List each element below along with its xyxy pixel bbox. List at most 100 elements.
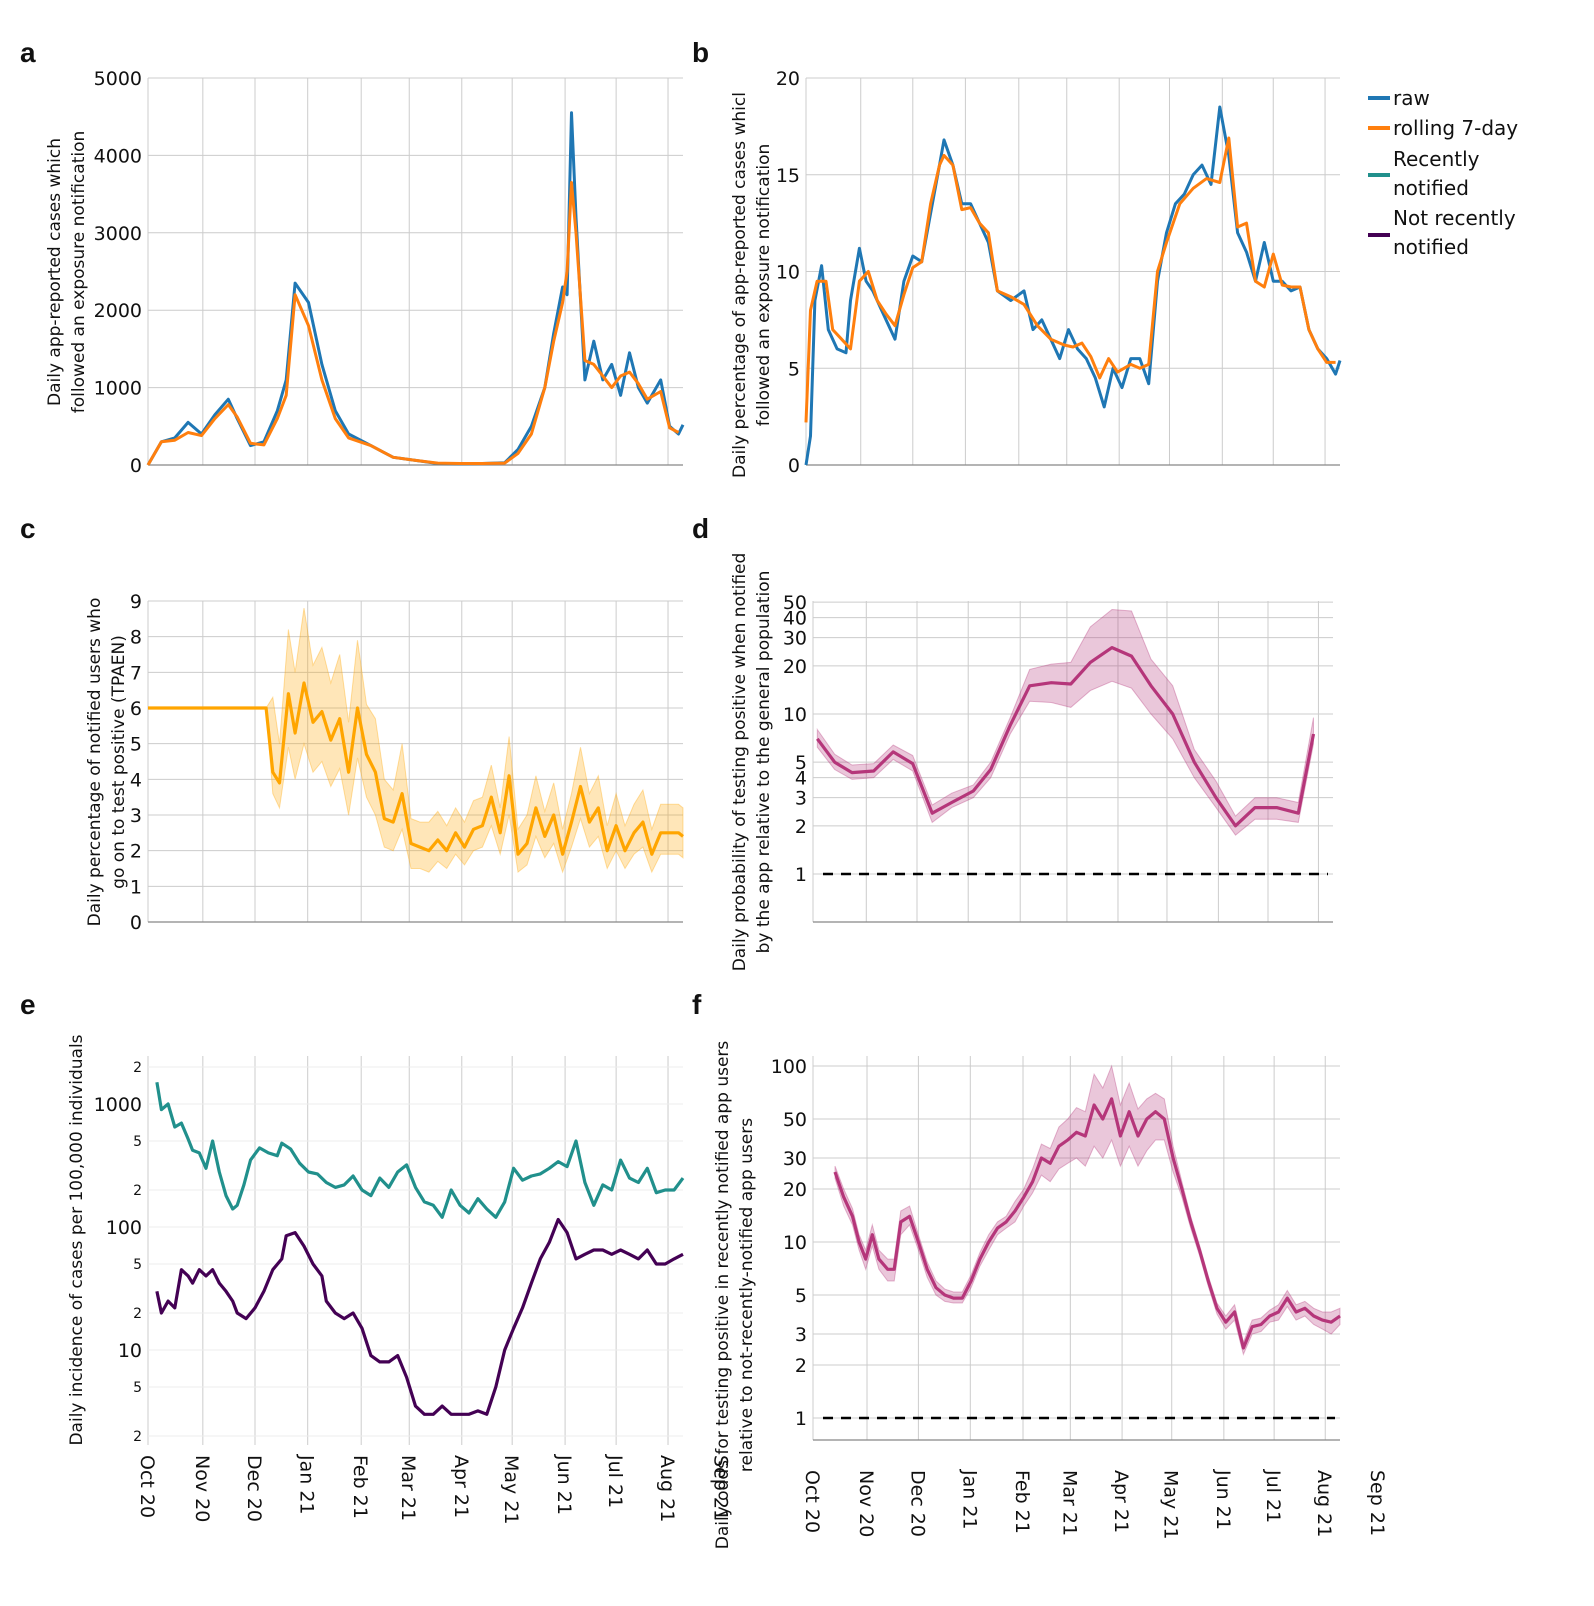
y-tick-label-c: 5	[130, 734, 142, 756]
x-tick-label-f: Jan 21	[958, 1469, 980, 1530]
y-tick-label-d: 40	[783, 608, 807, 630]
y-axis-label-d: Daily probability of testing positive wh…	[730, 553, 750, 972]
y-tick-label-d: 10	[783, 704, 807, 726]
y-tick-label-e: 5	[133, 1257, 142, 1273]
y-tick-label-e: 2	[133, 1183, 142, 1199]
x-tick-label-e: Dec 20	[243, 1455, 265, 1522]
x-tick-label-e: Apr 21	[450, 1455, 472, 1518]
legend-label-not-recently-line2: notified	[1393, 235, 1469, 259]
panel-letter-b: b	[692, 37, 709, 68]
y-tick-label-c: 3	[130, 805, 142, 827]
y-axis-label-e: Daily incidence of cases per 100,000 ind…	[67, 1034, 87, 1445]
x-tick-label-f: Mar 21	[1058, 1470, 1080, 1536]
y-tick-label-d: 50	[783, 592, 807, 614]
panel-letter-c: c	[20, 513, 36, 544]
y-tick-label-d: 2	[795, 816, 807, 838]
y-axis-label-a: followed an exposure notification	[69, 131, 89, 414]
y-tick-label-e: 5	[133, 1134, 142, 1150]
y-tick-label-d: 20	[783, 656, 807, 678]
y-tick-label-c: 4	[130, 769, 142, 791]
y-tick-label-c: 0	[130, 912, 142, 934]
series-line-d-relative-probability	[816, 646, 1316, 828]
y-tick-label-c: 9	[130, 591, 142, 613]
y-axis-label-d: by the app relative to the general popul…	[754, 571, 774, 954]
y-tick-label-e: 1000	[94, 1094, 142, 1116]
y-tick-label-a: 0	[130, 455, 142, 477]
y-tick-label-b: 20	[776, 68, 800, 90]
x-tick-label-f: Sep 21	[1366, 1470, 1388, 1536]
y-tick-label-a: 1000	[94, 378, 142, 400]
legend-label-not-recently-line1: Not recently	[1393, 206, 1516, 230]
x-tick-label-e: Aug 21	[656, 1455, 678, 1522]
x-tick-label-e: Jan 21	[296, 1454, 318, 1515]
x-tick-label-e: Oct 20	[136, 1455, 158, 1518]
x-tick-label-f: Aug 21	[1313, 1470, 1335, 1537]
ci-band-f	[834, 1064, 1341, 1356]
panel-letter-e: e	[20, 989, 36, 1020]
y-tick-label-d: 4	[795, 768, 807, 790]
x-tick-label-f: Jul 21	[1262, 1469, 1284, 1523]
y-axis-label-b: followed an exposure notification	[754, 144, 774, 427]
series-line-a-raw	[146, 111, 685, 466]
y-tick-label-d: 30	[783, 628, 807, 650]
y-tick-label-d: 1	[795, 864, 807, 886]
series-line-b-raw	[804, 105, 1342, 466]
y-tick-label-f: 20	[783, 1179, 807, 1201]
y-tick-label-f: 100	[771, 1056, 807, 1078]
x-tick-label-f: May 21	[1160, 1470, 1182, 1540]
y-tick-label-f: 1	[795, 1408, 807, 1430]
y-tick-label-f: 5	[795, 1285, 807, 1307]
y-tick-label-a: 3000	[94, 223, 142, 245]
x-tick-label-e: Jul 21	[604, 1454, 626, 1508]
y-tick-label-f: 50	[783, 1109, 807, 1131]
y-tick-label-a: 2000	[94, 300, 142, 322]
panel-b-chart: 0 5 10 15 20 Daily percentage of app-reported…	[730, 68, 1342, 478]
legend-label-recently-line1: Recently	[1393, 147, 1480, 171]
legend-label-raw: raw	[1393, 86, 1430, 110]
legend-label-recently-line2: notified	[1393, 176, 1469, 200]
panel-f-chart: 1 2 3 5 10 20 30 50 100 Daily odds for testing po…	[713, 1041, 1388, 1550]
y-tick-label-c: 7	[130, 662, 142, 684]
y-tick-label-f: 30	[783, 1148, 807, 1170]
y-tick-label-c: 8	[130, 627, 142, 649]
ci-band-d	[816, 608, 1314, 836]
x-tick-label-e: May 21	[500, 1455, 522, 1525]
y-tick-label-d: 5	[795, 752, 807, 774]
y-tick-label-e: 2	[133, 1060, 142, 1076]
y-axis-label-a: Daily app-reported cases which	[45, 138, 65, 406]
legend: raw rolling 7-day Recently notified Not …	[1368, 86, 1518, 259]
x-tick-label-f: Nov 20	[855, 1470, 877, 1537]
y-tick-label-a: 4000	[94, 145, 142, 167]
y-tick-label-b: 5	[788, 358, 800, 380]
panel-e-chart: 2 5 10 2 5 100 2 5 1000 2 Daily incidence of cases…	[67, 1034, 732, 1524]
panel-letter-a: a	[20, 37, 36, 68]
y-tick-label-c: 6	[130, 698, 142, 720]
x-tick-label-f: Dec 20	[906, 1470, 928, 1537]
panel-a-chart: 0 1000 2000 3000 4000 5000 Daily app-reported …	[45, 68, 685, 477]
panel-letter-d: d	[692, 513, 709, 544]
x-tick-label-f: Feb 21	[1011, 1470, 1033, 1534]
x-tick-label-e: Sep 21	[710, 1455, 732, 1521]
y-tick-label-b: 0	[788, 455, 800, 477]
panel-letter-f: f	[692, 989, 702, 1020]
series-line-f-odds-ratio	[833, 1097, 1341, 1350]
series-line-b-rolling-7-day	[804, 136, 1336, 423]
series-line-c-tpaen	[148, 681, 684, 856]
y-axis-label-b: Daily percentage of app-reported cases w…	[730, 92, 750, 478]
y-tick-label-f: 10	[783, 1232, 807, 1254]
y-axis-label-f: relative to not-recently-notified app us…	[737, 1118, 757, 1472]
y-tick-label-e: 2	[133, 1429, 142, 1445]
y-axis-label-c: go on to test positive (TPAEN)	[109, 635, 129, 889]
y-tick-label-b: 10	[776, 262, 800, 284]
y-tick-label-a: 5000	[94, 68, 142, 90]
ci-band-c	[148, 608, 684, 874]
series-line-a-rolling-7-day	[146, 181, 680, 466]
x-tick-label-e: Jun 21	[553, 1454, 575, 1515]
x-tick-label-e: Mar 21	[397, 1455, 419, 1521]
y-tick-label-c: 2	[130, 841, 142, 863]
y-tick-label-f: 2	[795, 1355, 807, 1377]
legend-label-rolling: rolling 7-day	[1393, 116, 1518, 140]
x-tick-label-f: Oct 20	[801, 1470, 823, 1533]
